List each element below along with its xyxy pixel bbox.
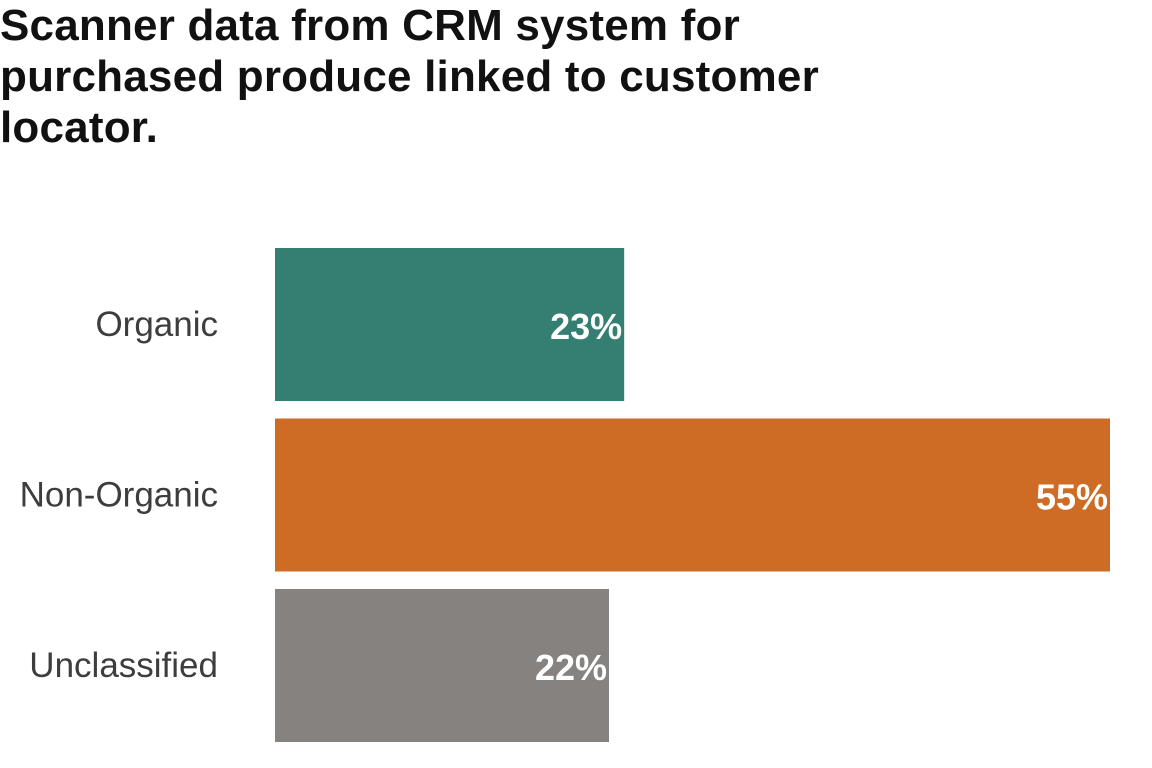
chart-title: Scanner data from CRM system for purchas… <box>0 1 819 152</box>
labels-layer: Organic 23% Non-Organic 55% Unclassified 22% <box>20 305 1108 688</box>
bar-non-organic <box>275 418 1110 572</box>
value-label-organic: 23% <box>550 306 622 347</box>
category-label-organic: Organic <box>95 305 218 344</box>
bars-layer <box>275 248 1110 742</box>
bar-organic <box>275 248 625 401</box>
category-label-non-organic: Non-Organic <box>20 476 218 515</box>
value-label-unclassified: 22% <box>535 647 607 688</box>
category-label-unclassified: Unclassified <box>29 646 218 685</box>
bar-unclassified <box>275 589 609 742</box>
value-label-non-organic: 55% <box>1036 477 1108 518</box>
